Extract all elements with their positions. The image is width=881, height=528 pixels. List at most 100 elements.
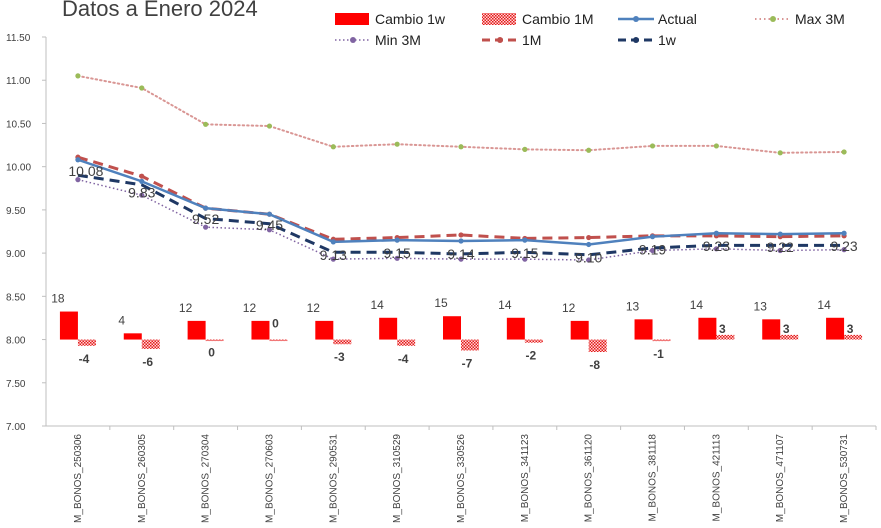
value-label-actual: 10.08	[68, 163, 103, 179]
bar-cambio-1w	[59, 311, 78, 340]
axes-group: 7.00 7.50 8.00 8.50 9.00 9.50 10.00 10.50 11.00 1…	[6, 33, 877, 523]
bar-cambio-1m	[716, 334, 735, 340]
y-tick-label: 9.50	[6, 206, 26, 217]
point-min-3m	[522, 256, 528, 262]
point-actual	[330, 239, 336, 245]
legend-item: Actual	[618, 11, 697, 27]
x-tick-label: M_BONOS_341123	[520, 434, 531, 523]
point-min-3m	[586, 257, 592, 263]
legend-label-1w: 1w	[658, 32, 677, 48]
x-tick-label: M_BONOS_260305	[137, 434, 148, 523]
point-actual	[75, 157, 81, 163]
bar-cambio-1w	[187, 320, 206, 340]
point-min-3m	[139, 192, 145, 198]
point-max-3m	[586, 147, 592, 153]
x-tick-label: M_BONOS_381118	[648, 434, 659, 522]
value-label-actual: 9.19	[639, 242, 666, 258]
value-label-actual: 9.15	[384, 245, 411, 261]
point-1m	[458, 232, 464, 238]
point-actual	[203, 205, 209, 211]
value-label-actual: 9.22	[767, 239, 794, 255]
bar-label-cambio-1m: 3	[719, 322, 726, 336]
bar-label-cambio-1w: 12	[562, 301, 576, 315]
bar-label-cambio-1m: -4	[79, 352, 90, 366]
x-tick-label: M_BONOS_290531	[328, 434, 339, 523]
x-tick-label: M_BONOS_270603	[264, 434, 275, 523]
bar-cambio-1m	[588, 339, 607, 353]
bar-cambio-1m	[652, 339, 671, 342]
bar-label-cambio-1w: 12	[307, 301, 321, 315]
bar-cambio-1w	[570, 320, 589, 340]
point-actual	[458, 238, 464, 244]
bar-cambio-1m	[333, 339, 352, 345]
point-max-3m	[139, 85, 145, 91]
x-tick-label: M_BONOS_330526	[456, 434, 467, 523]
y-tick-label: 11.00	[6, 76, 31, 87]
bar-cambio-1w	[634, 319, 653, 340]
bar-label-cambio-1m: -7	[462, 356, 473, 370]
bar-cambio-1w	[762, 319, 781, 340]
legend-marker-min-3m	[350, 37, 356, 43]
x-tick-label: M_BONOS_270304	[201, 434, 212, 523]
point-max-3m	[75, 73, 81, 79]
point-max-3m	[713, 143, 719, 149]
point-min-3m	[841, 247, 847, 253]
value-label-actual: 9.83	[128, 184, 155, 200]
point-actual	[394, 237, 400, 243]
bar-cambio-1m	[141, 339, 160, 349]
bar-cambio-1w	[315, 320, 334, 340]
bar-label-cambio-1w: 14	[817, 298, 831, 312]
bar-label-cambio-1w: 15	[434, 296, 448, 310]
bar-label-cambio-1m: -6	[142, 355, 153, 369]
lines-group	[75, 73, 847, 263]
legend-swatch-cambio-1w	[335, 13, 369, 25]
bar-label-cambio-1m: -3	[334, 350, 345, 364]
legend-marker-1w	[633, 37, 639, 43]
bar-cambio-1m	[844, 334, 863, 340]
bar-label-cambio-1m: 3	[847, 322, 854, 336]
series-line-actual	[77, 158, 845, 246]
point-min-3m	[203, 224, 209, 230]
bar-label-cambio-1w: 13	[754, 299, 768, 313]
value-label-actual: 9.23	[703, 238, 730, 254]
labels-group: 18 -4 4 -6 12 0 12 0 12 -3 14 -4 15 -7 14 -2 12 -8 13 -1 14 3…	[51, 163, 858, 372]
legend-item: Min 3M	[335, 32, 421, 48]
bar-cambio-1w	[123, 333, 142, 340]
point-actual	[777, 231, 783, 237]
legend-label-min-3m: Min 3M	[375, 32, 421, 48]
bar-label-cambio-1w: 12	[179, 301, 193, 315]
point-1m	[139, 173, 145, 179]
bar-label-cambio-1m: 0	[208, 346, 215, 360]
point-min-3m	[649, 247, 656, 254]
point-min-3m	[777, 247, 783, 254]
x-tick-label: M_BONOS_530731	[839, 434, 850, 523]
chart-title: Datos a Enero 2024	[62, 0, 258, 21]
point-max-3m	[330, 144, 336, 150]
y-tick-label: 10.00	[6, 163, 31, 174]
bar-cambio-1m	[524, 339, 543, 343]
bar-cambio-1w	[379, 317, 398, 340]
legend-item: Cambio 1w	[335, 11, 446, 27]
bar-cambio-1w	[698, 317, 717, 340]
y-tick-label: 10.50	[6, 119, 31, 130]
bar-cambio-1m	[269, 339, 288, 342]
point-1m	[586, 234, 592, 241]
point-min-3m	[713, 246, 719, 252]
bar-cambio-1w	[826, 317, 845, 340]
point-min-3m	[458, 256, 464, 262]
x-tick-label: M_BONOS_250306	[73, 434, 84, 523]
y-tick-label: 8.00	[6, 336, 26, 347]
legend-marker-actual	[633, 16, 639, 22]
bar-cambio-1w	[443, 316, 461, 340]
point-actual	[586, 241, 592, 248]
legend-item: Cambio 1M	[482, 11, 594, 27]
point-max-3m	[394, 141, 400, 147]
legend-label-cambio-1m: Cambio 1M	[522, 11, 594, 27]
legend-swatch-cambio-1m	[482, 13, 516, 25]
x-tick-label: M_BONOS_361120	[584, 434, 595, 523]
bar-cambio-1m	[205, 339, 224, 342]
point-max-3m	[841, 149, 847, 155]
y-tick-label: 7.00	[6, 422, 26, 433]
bar-label-cambio-1w: 12	[243, 301, 257, 315]
